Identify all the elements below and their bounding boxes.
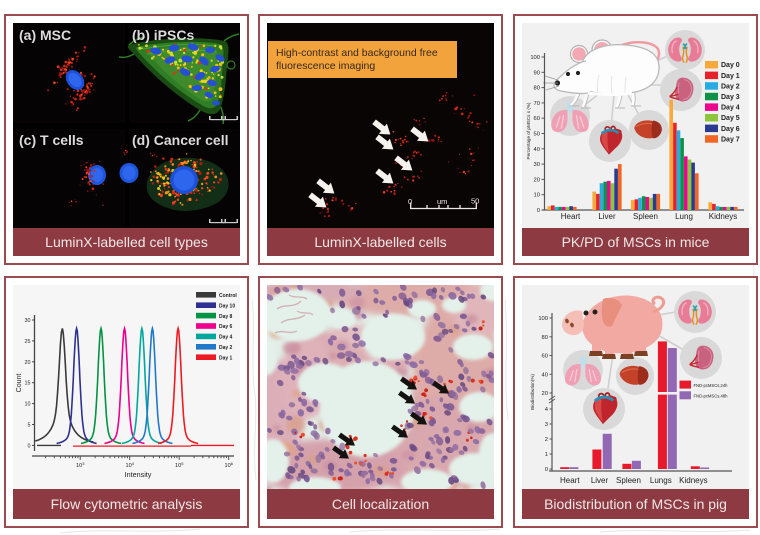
svg-text:Kidneys: Kidneys [709,212,737,221]
svg-text:Liver: Liver [598,212,616,221]
svg-text:0: 0 [28,443,31,449]
svg-text:70: 70 [534,101,540,107]
svg-text:Lungs: Lungs [650,476,672,485]
svg-text:100: 100 [538,316,548,322]
svg-text:Day 6: Day 6 [721,126,740,133]
svg-text:103: 103 [76,461,85,469]
svg-text:30: 30 [25,318,31,324]
svg-text:(b) iPSCs: (b) iPSCs [132,27,194,43]
svg-text:Day 2: Day 2 [721,83,740,90]
svg-text:Count: Count [16,374,23,393]
svg-text:105: 105 [175,461,184,469]
svg-text:Day 4: Day 4 [219,335,233,341]
svg-text:Heart: Heart [561,212,581,221]
svg-text:10: 10 [534,193,540,199]
svg-text:Day 3: Day 3 [721,94,740,101]
svg-text:25: 25 [25,339,31,345]
svg-text:100: 100 [530,55,540,61]
svg-text:15: 15 [25,381,31,387]
svg-text:High-contrast and background f: High-contrast and background free [276,47,438,59]
svg-text:Kidneys: Kidneys [679,476,707,485]
svg-text:FND-pcMSCs,24h: FND-pcMSCs,24h [694,383,729,388]
svg-text:Intensity: Intensity [125,470,152,479]
svg-text:104: 104 [125,461,134,469]
svg-text:60: 60 [534,116,540,122]
svg-text:20: 20 [25,360,31,366]
svg-text:Control: Control [219,293,237,299]
svg-text:90: 90 [534,70,540,76]
svg-text:80: 80 [534,86,540,92]
svg-text:Day 0: Day 0 [721,62,740,69]
svg-text:Day 1: Day 1 [219,355,233,361]
svg-text:4: 4 [545,407,549,413]
svg-text:Day 4: Day 4 [721,105,740,112]
svg-text:0: 0 [537,208,540,214]
svg-text:40: 40 [542,372,548,378]
svg-text:Biodistribution(%): Biodistribution(%) [530,374,535,410]
svg-text:Lung: Lung [675,212,693,221]
svg-text:(d) Cancer cell: (d) Cancer cell [132,132,228,148]
svg-text:fluorescence imaging: fluorescence imaging [276,60,375,72]
svg-text:Liver: Liver [591,476,609,485]
svg-text:(c) T cells: (c) T cells [19,132,84,148]
svg-text:20: 20 [542,391,548,397]
svg-text:20: 20 [534,177,540,183]
svg-text:50: 50 [534,132,540,138]
svg-text:Spleen: Spleen [616,476,641,485]
svg-text:Day 1: Day 1 [721,73,740,80]
svg-text:Day 5: Day 5 [721,115,740,122]
svg-text:Day 8: Day 8 [219,314,233,320]
svg-text:3: 3 [545,422,548,428]
svg-text:Day 6: Day 6 [219,324,233,330]
svg-text:50: 50 [471,197,479,206]
svg-text:1: 1 [545,452,548,458]
svg-text:40: 40 [534,147,540,153]
svg-text:106: 106 [224,461,233,469]
svg-text:Spleen: Spleen [633,212,658,221]
svg-text:5: 5 [28,423,31,429]
svg-text:Day 10: Day 10 [219,303,235,309]
svg-text:0: 0 [545,467,548,473]
svg-text:Day 7: Day 7 [721,136,740,143]
svg-text:60: 60 [542,354,548,360]
svg-text:um: um [437,197,447,206]
svg-text:30: 30 [534,162,540,168]
svg-text:2: 2 [545,437,548,443]
svg-text:(a) MSC: (a) MSC [19,27,71,43]
svg-text:0: 0 [408,197,412,206]
svg-text:80: 80 [542,335,548,341]
svg-text:Day 2: Day 2 [219,345,233,351]
svg-text:Percentage of pMSCs s (%): Percentage of pMSCs s (%) [526,102,531,159]
svg-text:FND-pcMSCs,48h: FND-pcMSCs,48h [694,394,729,399]
svg-text:10: 10 [25,402,31,408]
svg-text:Heart: Heart [560,476,580,485]
